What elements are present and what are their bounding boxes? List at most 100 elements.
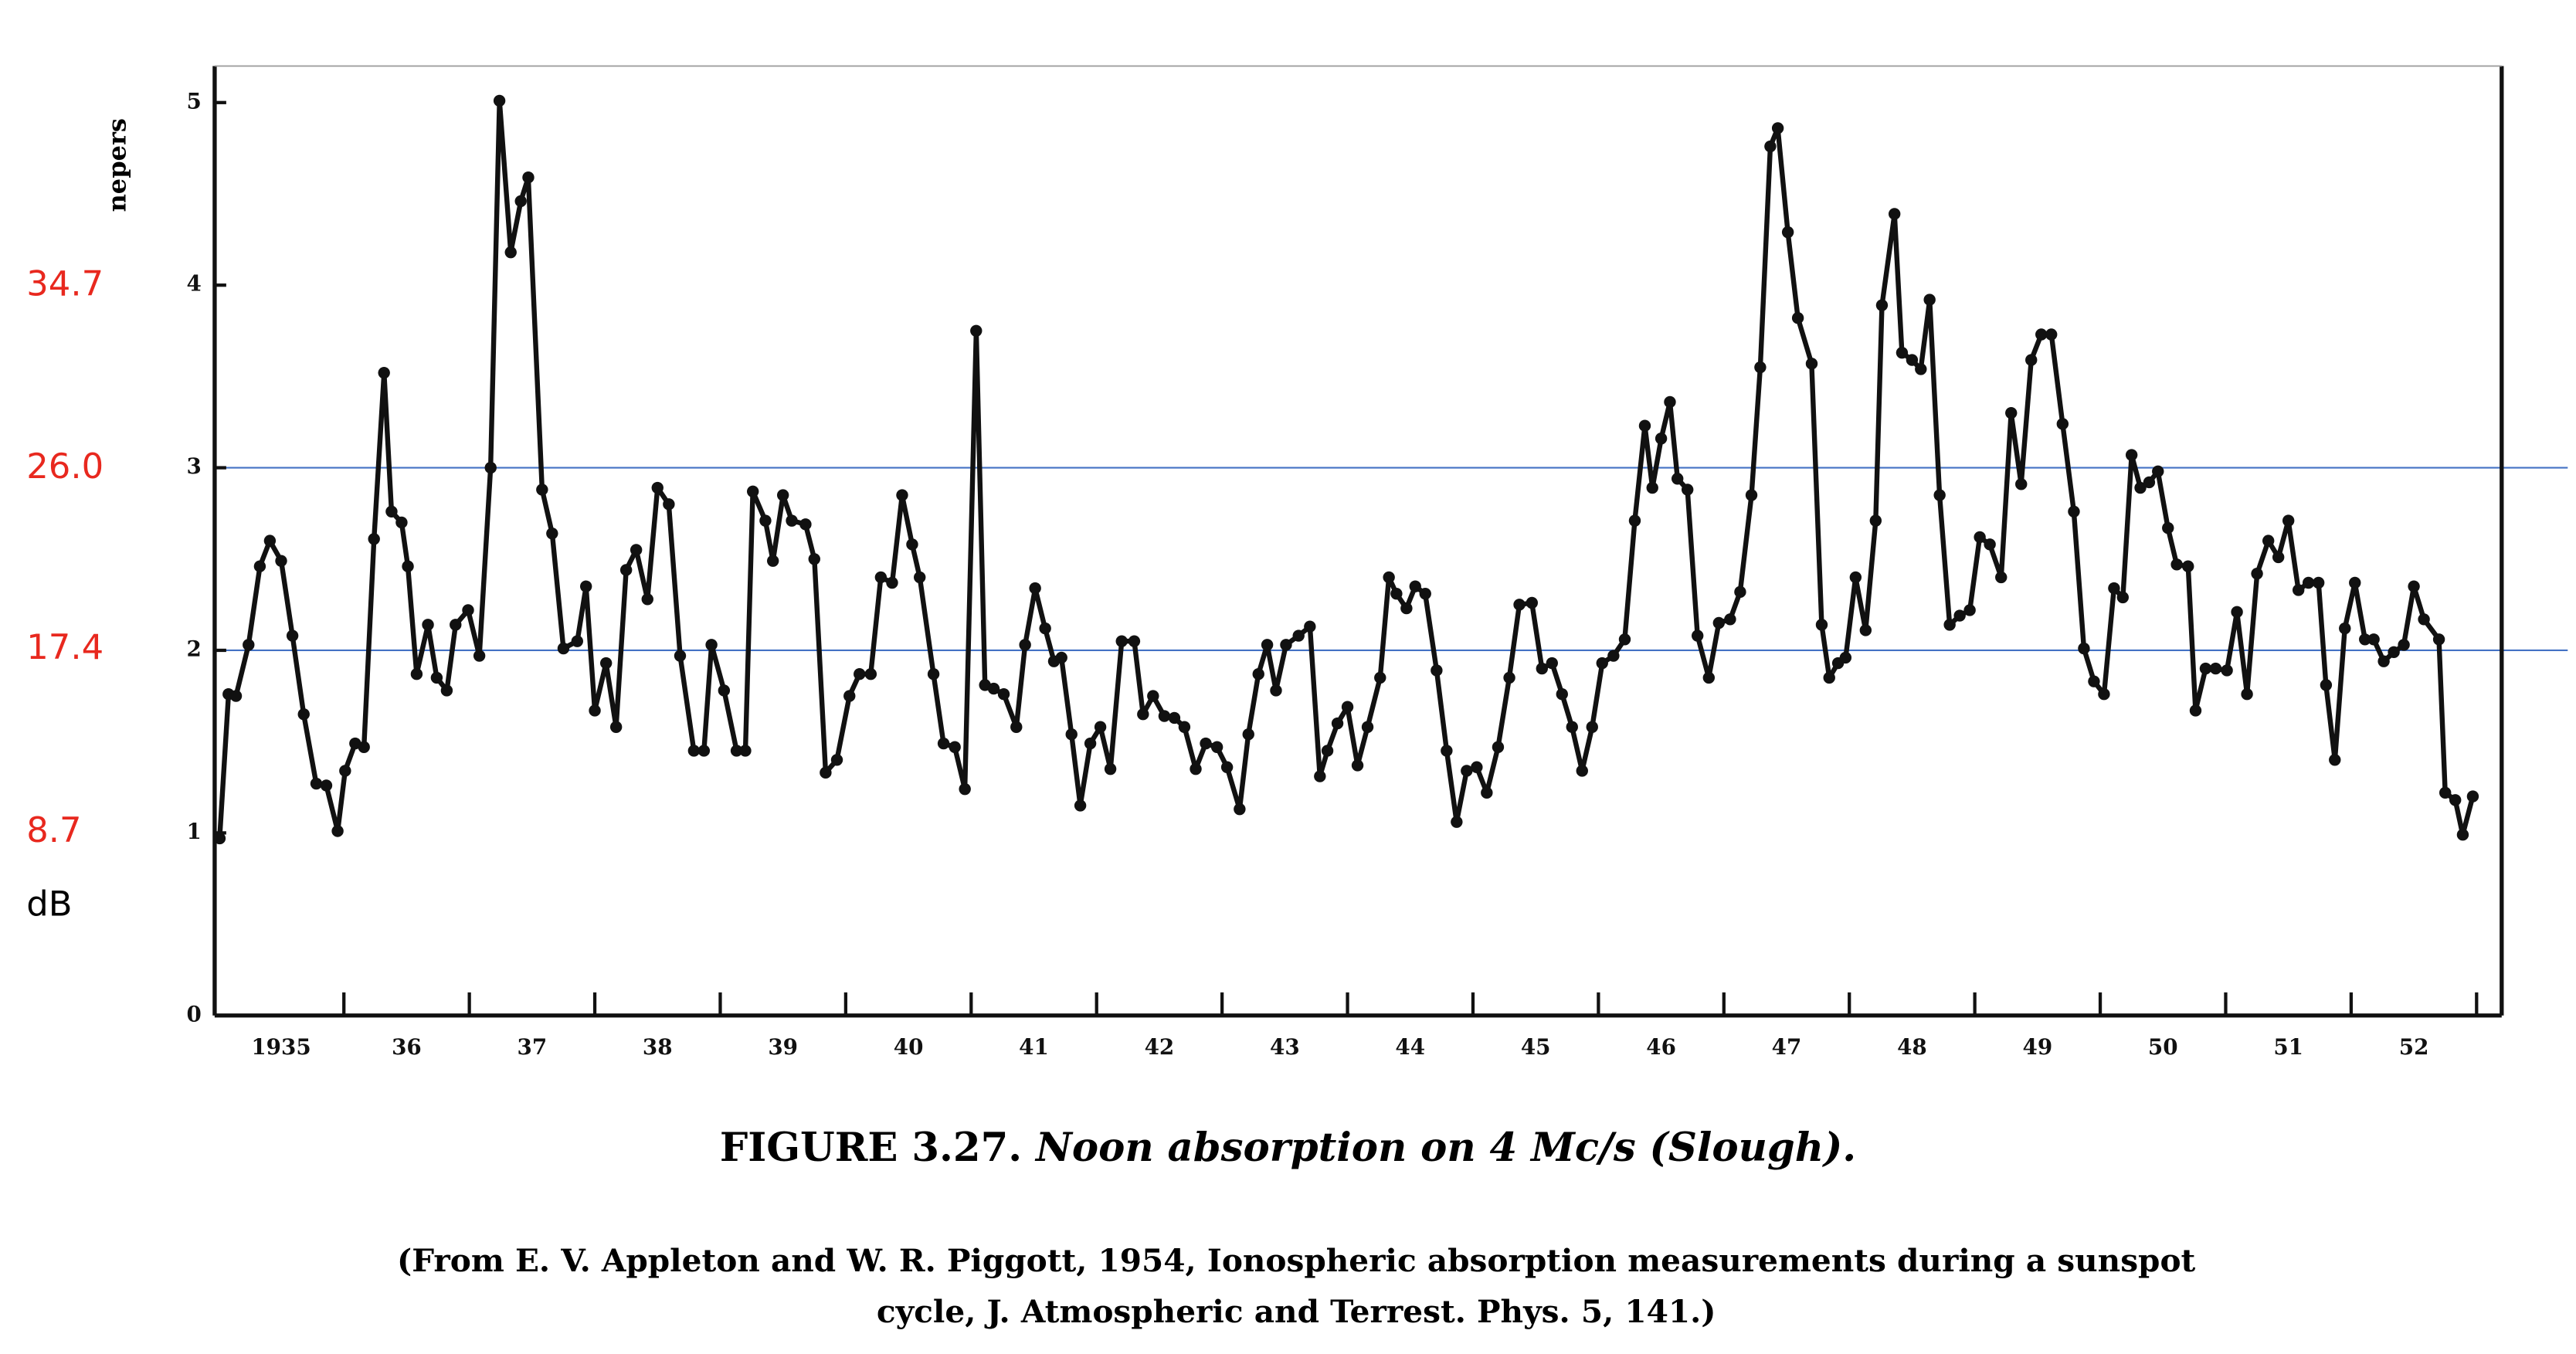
data-point [2359,633,2371,646]
data-point [746,485,759,498]
data-point [1576,765,1588,777]
data-point [2005,406,2018,419]
data-point [536,484,548,496]
data-point [1331,717,1344,730]
data-point [1471,761,1483,773]
data-point [1526,596,1539,609]
x-tick-label: 47 [1772,1034,1802,1060]
data-point [1481,786,1493,799]
data-point [1513,599,1526,611]
y-axis-label: nepers [102,118,131,212]
data-point [759,514,772,527]
data-point [213,832,226,845]
data-point [2143,476,2156,489]
data-point [1646,481,1658,494]
data-point [641,593,653,606]
data-point [619,564,633,576]
data-point [959,782,971,796]
data-point [1906,354,1919,366]
data-point [1754,361,1767,374]
data-point [1147,690,1159,702]
data-point [1566,721,1578,733]
data-point [2189,704,2202,717]
data-point [1419,587,1431,600]
data-point [1190,762,1202,775]
data-point [1390,587,1403,600]
data-point [1242,728,1254,741]
data-point [1586,721,1598,733]
data-point [674,650,687,662]
x-tick-label: 44 [1395,1034,1425,1060]
data-point [2125,449,2138,461]
x-tick-label: 41 [1019,1034,1049,1060]
data-point [2015,478,2028,490]
data-point [970,324,983,337]
x-tick-label: 40 [894,1034,924,1060]
data-point [914,571,926,584]
data-point [1270,684,1282,697]
data-point [358,741,370,753]
data-point [906,538,918,551]
data-point [2241,688,2253,701]
data-point [339,765,351,777]
data-point [1065,728,1078,741]
data-point [2388,646,2400,659]
data-point [1341,701,1354,713]
data-point [243,639,255,651]
data-point [1815,619,1828,631]
data-point [786,514,798,527]
data-point [2302,576,2315,589]
data-point [1691,629,1704,642]
data-point [2199,662,2212,675]
data-point [927,668,940,680]
data-point [937,737,950,750]
data-point [799,518,812,531]
y-tick-label: 4 [186,271,201,297]
data-point [2209,662,2222,675]
data-point [1178,721,1191,733]
data-point [2329,754,2341,766]
data-point [886,576,898,589]
data-point [1137,708,1149,721]
data-point [1618,633,1631,646]
data-point [1745,489,1758,501]
data-point [440,684,453,697]
data-point [368,533,380,545]
data-point [1503,671,1515,684]
data-point [2339,622,2351,635]
data-point [776,489,789,501]
data-point [987,682,1000,695]
data-point [843,690,856,702]
data-point [2272,551,2285,564]
data-point [1875,299,1889,311]
data-point [820,766,832,779]
data-point [1896,346,1909,359]
data-point [1383,571,1395,584]
data-point [229,690,243,702]
x-tick-label: 51 [2273,1034,2303,1060]
data-point [2152,465,2164,477]
data-point [263,534,277,547]
data-point [2432,633,2445,646]
data-point [2182,560,2194,572]
data-point [1055,651,1067,664]
data-point [275,555,287,567]
data-point [2134,481,2147,494]
data-point [493,94,506,107]
data-point [2098,688,2110,701]
data-point [286,629,299,642]
data-point [1849,571,1862,584]
data-point [2408,580,2420,592]
data-point [1158,710,1171,722]
data-point [1321,745,1334,757]
data-point [473,650,486,662]
data-point [1029,582,1041,595]
y2-tick-label: 34.7 [26,263,104,304]
x-tick-label: 39 [768,1034,798,1060]
data-point [2035,328,2048,341]
x-tick-label: 46 [1646,1034,1676,1060]
data-point [546,527,558,540]
data-point [2439,786,2452,799]
data-point [2056,418,2069,430]
data-point [808,553,820,565]
